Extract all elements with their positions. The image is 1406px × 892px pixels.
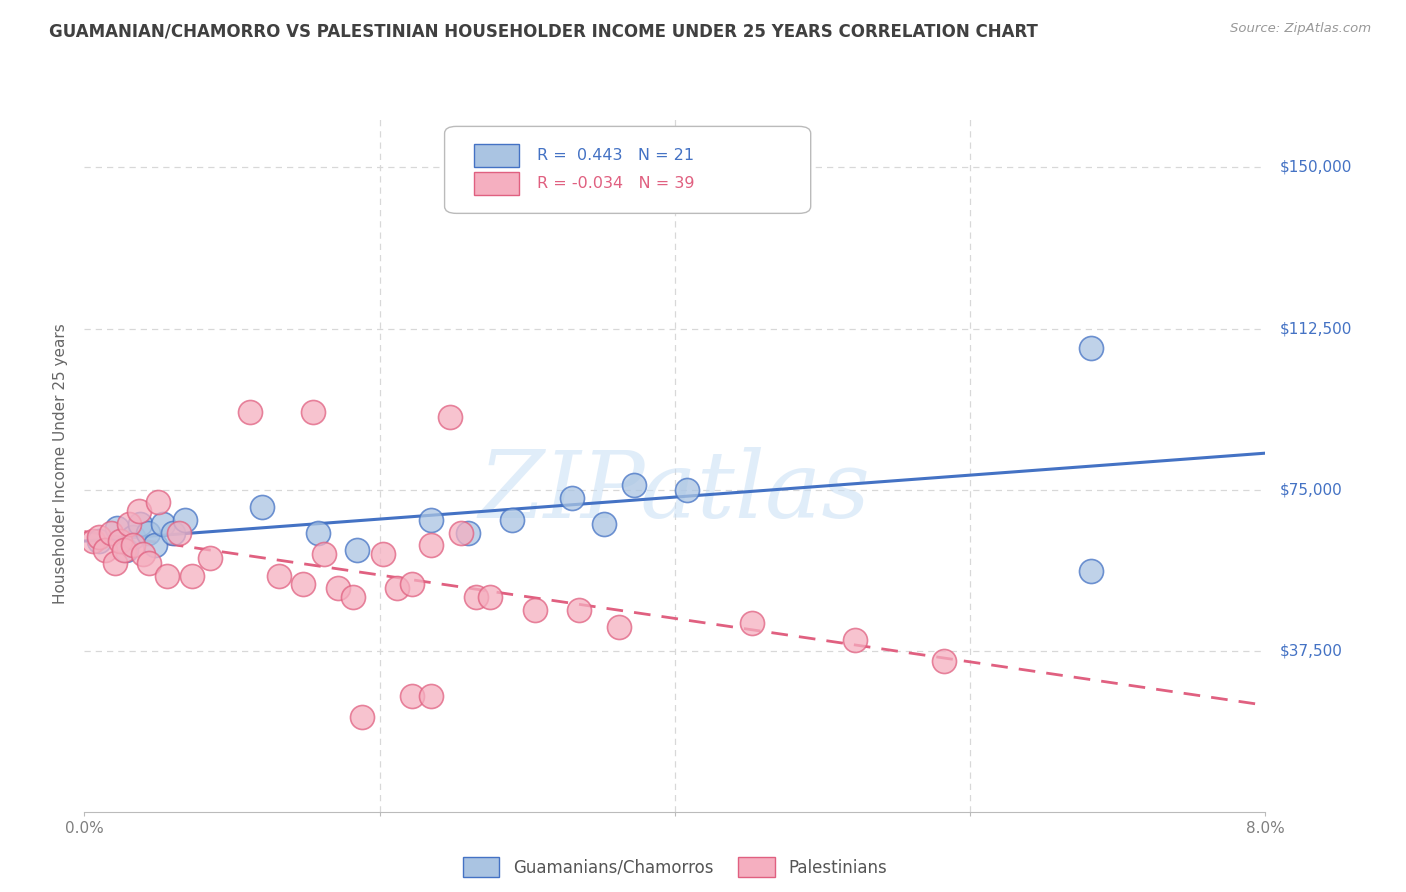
Point: [457, 525, 479, 540]
Point: [342, 590, 364, 604]
Point: [302, 405, 325, 419]
Point: [523, 603, 546, 617]
Point: [568, 603, 591, 617]
Point: [82, 534, 104, 549]
Text: R =  0.443   N = 21: R = 0.443 N = 21: [537, 148, 693, 163]
Text: GUAMANIAN/CHAMORRO VS PALESTINIAN HOUSEHOLDER INCOME UNDER 25 YEARS CORRELATION : GUAMANIAN/CHAMORRO VS PALESTINIAN HOUSEH…: [49, 22, 1038, 40]
Point: [1080, 564, 1102, 578]
Point: [420, 689, 443, 703]
Point: [501, 513, 523, 527]
Point: [307, 525, 329, 540]
Text: Source: ZipAtlas.com: Source: ZipAtlas.com: [1230, 22, 1371, 36]
Point: [479, 590, 502, 604]
Point: [105, 521, 128, 535]
FancyBboxPatch shape: [444, 127, 811, 213]
Point: [350, 710, 373, 724]
Point: [607, 620, 630, 634]
Point: [181, 568, 204, 582]
Point: [844, 632, 866, 647]
Y-axis label: Householder Income Under 25 years: Householder Income Under 25 years: [53, 324, 69, 604]
Point: [87, 530, 111, 544]
Point: [291, 577, 314, 591]
FancyBboxPatch shape: [474, 172, 519, 194]
Point: [198, 551, 221, 566]
Point: [114, 542, 136, 557]
Point: [128, 504, 150, 518]
Point: [122, 530, 145, 544]
Point: [167, 525, 190, 540]
Point: [136, 525, 159, 540]
Point: [401, 689, 423, 703]
Point: [143, 538, 166, 552]
Point: [138, 556, 160, 570]
Point: [148, 495, 170, 509]
Point: [173, 513, 195, 527]
Point: [156, 568, 179, 582]
Point: [112, 542, 135, 557]
Point: [593, 516, 616, 531]
Point: [312, 547, 335, 561]
Point: [132, 547, 155, 561]
Point: [439, 409, 461, 424]
Text: ZIPatlas: ZIPatlas: [479, 447, 870, 537]
Text: $37,500: $37,500: [1279, 643, 1343, 658]
Point: [239, 405, 262, 419]
Point: [87, 534, 111, 549]
Point: [420, 513, 443, 527]
Point: [560, 491, 583, 506]
Text: R = -0.034   N = 39: R = -0.034 N = 39: [537, 176, 695, 191]
Point: [675, 483, 697, 497]
Point: [401, 577, 423, 591]
FancyBboxPatch shape: [474, 145, 519, 167]
Text: $75,000: $75,000: [1279, 482, 1343, 497]
Point: [1080, 341, 1102, 355]
Point: [269, 568, 291, 582]
Point: [420, 538, 443, 552]
Point: [328, 582, 350, 596]
Point: [741, 615, 763, 630]
Point: [152, 516, 174, 531]
Point: [108, 534, 131, 549]
Text: $112,500: $112,500: [1279, 321, 1351, 336]
Point: [100, 525, 122, 540]
Point: [932, 654, 955, 668]
Point: [623, 478, 645, 492]
Point: [464, 590, 486, 604]
Point: [387, 582, 409, 596]
Point: [162, 525, 184, 540]
Legend: Guamanians/Chamorros, Palestinians: Guamanians/Chamorros, Palestinians: [456, 851, 894, 883]
Text: $150,000: $150,000: [1279, 160, 1351, 175]
Point: [122, 538, 145, 552]
Point: [118, 516, 141, 531]
Point: [371, 547, 394, 561]
Point: [94, 542, 117, 557]
Point: [346, 542, 368, 557]
Point: [450, 525, 472, 540]
Point: [104, 556, 127, 570]
Point: [250, 500, 273, 514]
Point: [129, 516, 152, 531]
